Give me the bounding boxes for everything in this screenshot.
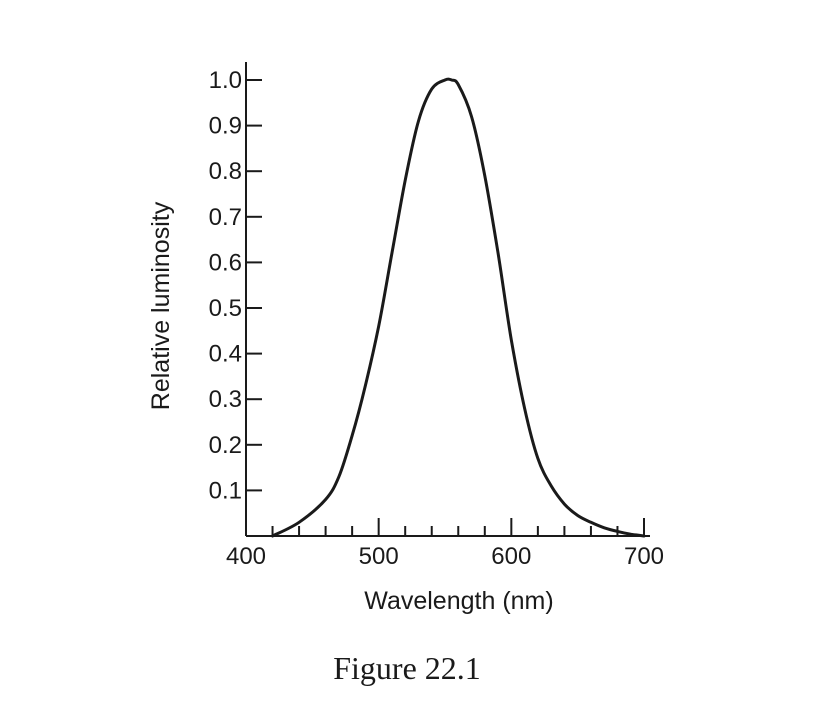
x-axis: 400 500 600 700: [226, 518, 664, 570]
y-tick-label: 0.1: [209, 477, 242, 504]
y-tick-label: 0.2: [209, 432, 242, 459]
y-tick-label: 0.6: [209, 249, 242, 276]
y-tick-label: 0.4: [209, 341, 242, 368]
y-tick-label: 0.7: [209, 204, 242, 231]
x-tick-label: 600: [491, 543, 531, 570]
figure-caption: Figure 22.1: [333, 650, 481, 686]
x-tick-label: 400: [226, 543, 266, 570]
y-axis-title: Relative luminosity: [147, 201, 175, 410]
series-group: [271, 77, 646, 538]
x-tick-label: 700: [624, 543, 664, 570]
y-tick-label: 0.9: [209, 113, 242, 140]
y-tick-label: 0.5: [209, 295, 242, 322]
y-tick-label: 1.0: [209, 67, 242, 94]
x-tick-label: 500: [359, 543, 399, 570]
y-tick-label: 0.8: [209, 158, 242, 185]
y-tick-label: 0.3: [209, 386, 242, 413]
x-axis-title: Wavelength (nm): [364, 587, 553, 615]
luminosity-curve: [271, 77, 646, 538]
y-axis: 0.1 0.2 0.3 0.4 0.5 0.6 0.7 0.8 0.9 1.0: [209, 62, 262, 536]
